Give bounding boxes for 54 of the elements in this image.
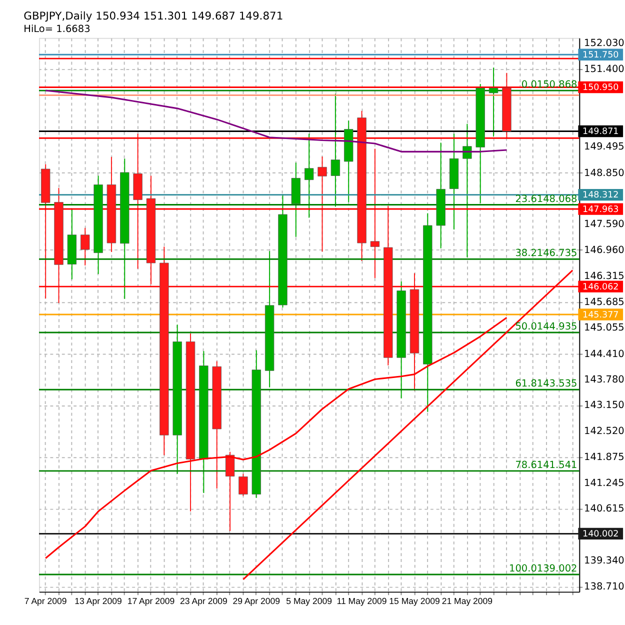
y-tick-label: 148.850: [584, 168, 624, 179]
y-tick-label: 141.875: [584, 452, 624, 464]
line-series: [44, 90, 508, 152]
ref-line-label: 145.377: [582, 310, 619, 320]
candlestick: [304, 133, 314, 218]
y-tick-label: 141.245: [584, 478, 624, 489]
y-tick-label: 139.340: [584, 556, 624, 567]
ref-line-label: 140.002: [582, 530, 619, 540]
candlestick: [330, 93, 340, 208]
ref-line-label: 148.312: [582, 190, 619, 201]
ref-line-label: 149.871: [582, 127, 619, 138]
annotation: 50.0144.935: [515, 322, 578, 333]
x-tick-label: 29 Apr 2009: [232, 596, 280, 606]
candlestick: [462, 123, 472, 258]
candlestick: [488, 67, 498, 138]
chart-subtitle: HiLo= 1.6683: [24, 24, 90, 36]
y-tick-label: 143.780: [584, 374, 624, 386]
x-tick-label: 21 May 2009: [442, 596, 493, 606]
y-tick-label: 149.495: [584, 141, 624, 152]
y-tick-label: 142.520: [584, 426, 624, 437]
y-tick-label: 145.055: [584, 322, 624, 334]
y-tick-label: 140.615: [584, 504, 624, 515]
y-tick-label: 138.710: [584, 581, 624, 592]
x-tick-label: 7 Apr 2009: [24, 596, 67, 606]
y-tick-label: 147.590: [584, 219, 624, 230]
x-tick-label: 17 Apr 2009: [127, 596, 175, 606]
annotation: 78.6141.541: [515, 460, 578, 472]
y-tick-label: 144.410: [584, 348, 624, 360]
candlestick: [80, 227, 90, 266]
y-tick-label: 146.315: [584, 271, 624, 282]
x-tick-label: 11 May 2009: [336, 596, 387, 606]
candlestick: [225, 451, 235, 532]
x-tick-label: 13 Apr 2009: [74, 596, 122, 606]
ref-line-label: 147.963: [582, 204, 619, 215]
annotation: 100.0139.002: [508, 564, 578, 575]
chart-title: GBPJPY,Daily 150.934 151.301 149.687 149.871: [24, 9, 284, 22]
ref-line-label: 150.950: [582, 83, 619, 94]
annotation: 61.8143.535: [515, 378, 578, 390]
x-tick-label: 23 Apr 2009: [180, 596, 228, 606]
y-tick-label: 143.150: [584, 400, 624, 412]
candlestick: [238, 473, 248, 496]
line-series: [44, 316, 508, 560]
y-tick-label: 151.400: [584, 64, 624, 75]
annotation: 23.6148.068: [515, 194, 578, 205]
x-tick-label: 5 May 2009: [286, 596, 332, 606]
x-tick-label: 15 May 2009: [389, 596, 440, 606]
y-tick-label: 152.030: [584, 38, 624, 50]
y-tick-label: 145.685: [584, 296, 624, 308]
annotation: 38.2146.735: [515, 248, 578, 260]
candlestick: [318, 156, 327, 252]
candlestick: [370, 148, 380, 279]
ref-line-label: 151.750: [582, 50, 619, 61]
ref-line-label: 146.062: [582, 282, 619, 292]
y-tick-label: 146.960: [584, 244, 624, 256]
